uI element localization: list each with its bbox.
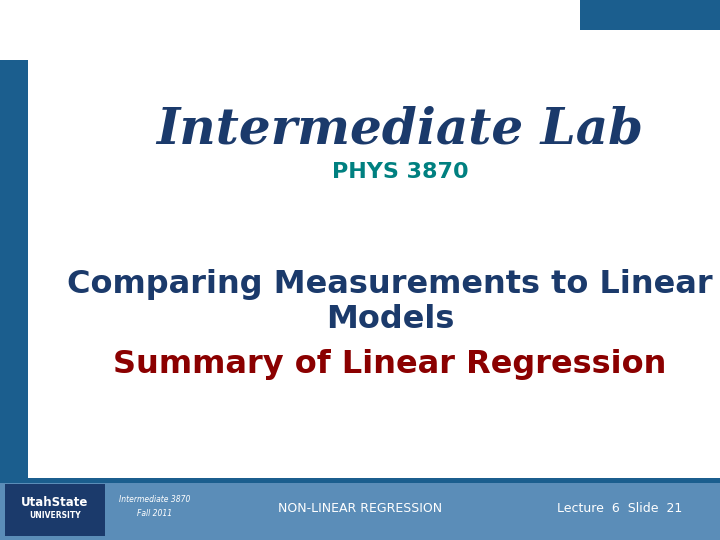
FancyBboxPatch shape (5, 484, 105, 536)
Text: Intermediate Lab: Intermediate Lab (156, 105, 644, 154)
Text: Summary of Linear Regression: Summary of Linear Regression (113, 349, 667, 381)
FancyBboxPatch shape (580, 0, 720, 30)
FancyBboxPatch shape (0, 478, 720, 540)
Text: Comparing Measurements to Linear: Comparing Measurements to Linear (67, 269, 713, 300)
Text: Models: Models (326, 305, 454, 335)
Text: NON-LINEAR REGRESSION: NON-LINEAR REGRESSION (278, 502, 442, 515)
FancyBboxPatch shape (0, 60, 28, 478)
Text: UtahState: UtahState (22, 496, 89, 509)
Text: UNIVERSITY: UNIVERSITY (30, 511, 81, 521)
Text: PHYS 3870: PHYS 3870 (332, 162, 468, 182)
Text: Fall 2011: Fall 2011 (138, 510, 173, 518)
Text: Intermediate 3870: Intermediate 3870 (120, 496, 191, 504)
FancyBboxPatch shape (0, 478, 720, 483)
Text: Lecture  6  Slide  21: Lecture 6 Slide 21 (557, 502, 683, 515)
